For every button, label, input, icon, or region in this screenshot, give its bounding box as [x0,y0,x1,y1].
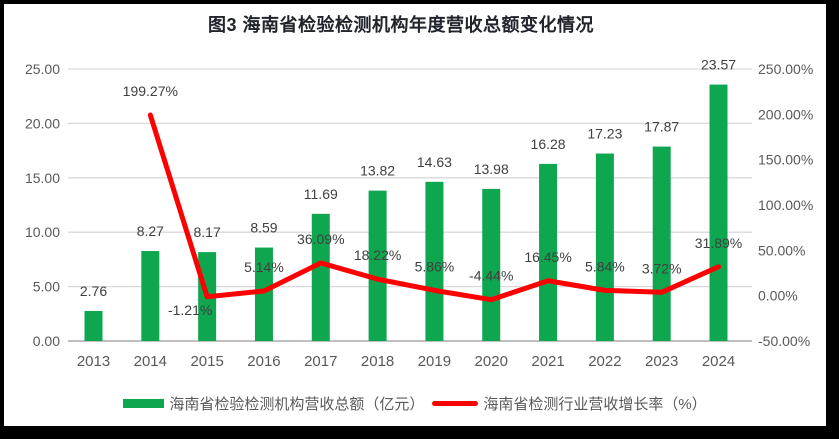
right-axis-tick: 50.00% [758,242,805,258]
left-axis-tick: 0.00 [33,333,60,349]
bar-2022 [595,153,614,341]
year-label-2016: 2016 [247,353,280,370]
bar-label-2013: 2.76 [80,283,107,299]
pct-label-2019: 5.86% [415,258,455,274]
bar-label-2017: 11.69 [304,186,338,202]
bar-2021 [539,163,558,341]
bar-2024 [709,84,728,341]
year-label-2020: 2020 [475,353,508,370]
bar-label-2021: 16.28 [531,136,566,152]
bar-2013 [84,310,103,341]
pct-label-2022: 5.84% [585,258,625,274]
year-label-2015: 2015 [190,353,223,370]
year-label-2022: 2022 [588,353,621,370]
left-axis-tick: 25.00 [25,61,60,77]
chart-canvas [4,4,826,426]
left-axis-tick: 20.00 [25,115,60,131]
legend-label-revenue: 海南省检验检测机构营收总额（亿元） [169,395,425,413]
year-label-2019: 2019 [418,353,451,370]
bar-2014 [141,251,160,341]
right-axis-tick: -50.00% [758,333,810,349]
bar-2018 [368,190,387,341]
pct-label-2017: 36.09% [297,231,344,247]
bar-label-2016: 8.59 [250,220,277,236]
right-axis-tick: 0.00% [758,288,798,304]
year-label-2018: 2018 [361,353,394,370]
bar-2017 [311,213,330,341]
gridlines [68,68,752,288]
bar-label-2019: 14.63 [417,154,452,170]
bar-value-labels: 2.76 8.27 8.17 8.59 11.69 13.82 14.63 13.98 16.2… [80,57,736,299]
year-label-2017: 2017 [304,353,337,370]
chart-title: 图3 海南省检验检测机构年度营收总额变化情况 [207,15,594,35]
bar-label-2020: 13.98 [474,161,509,177]
right-axis-tick: 200.00% [758,106,813,122]
year-label-2023: 2023 [645,353,678,370]
growth-line [147,112,722,303]
year-label-2013: 2013 [77,353,110,370]
pct-label-2021: 16.45% [524,249,571,265]
x-axis-labels: 2013 2014 2015 2016 2017 2018 2019 2020 2021 2022… [77,353,735,370]
pct-label-2024: 31.89% [695,235,742,251]
pct-label-2018: 18.22% [354,247,401,263]
bar-2016 [254,247,273,341]
legend-item-revenue: 海南省检验检测机构营收总额（亿元） [123,393,424,414]
legend-label-growth: 海南省检测行业营收增长率（%） [483,395,707,413]
legend-item-growth: 海南省检测行业营收增长率（%） [432,393,707,414]
bar-label-2023: 17.87 [644,119,679,135]
right-axis-ticks: -50.00% 0.00% 50.00% 100.00% 150.00% 200.00% 2… [758,61,813,349]
bar-label-2018: 13.82 [360,163,395,179]
left-axis-tick: 10.00 [25,224,60,240]
right-axis-tick: 100.00% [758,197,813,213]
left-axis-tick: 15.00 [25,170,60,186]
bar-swatch-icon [123,398,165,408]
pct-label-2015: -1.21% [168,302,212,318]
bar-label-2014: 8.27 [137,223,164,239]
bar-2019 [425,181,444,341]
bar-label-2022: 17.23 [587,126,622,142]
bar-2023 [652,146,671,341]
legend: 海南省检验检测机构营收总额（亿元） 海南省检测行业营收增长率（%） [4,392,826,414]
bar-label-2015: 8.17 [194,224,221,240]
left-axis-ticks: 0.00 5.00 10.00 15.00 20.00 25.00 [25,61,60,349]
line-value-labels: 199.27% -1.21% 5.14% 36.09% 18.22% 5.86% -4.44… [123,83,743,318]
right-axis-tick: 250.00% [758,61,813,77]
right-axis-tick: 150.00% [758,152,813,168]
bar-2020 [482,188,501,341]
left-axis-tick: 5.00 [33,279,60,295]
pct-label-2020: -4.44% [469,268,513,284]
pct-label-2016: 5.14% [244,259,284,275]
year-label-2024: 2024 [702,353,735,370]
year-label-2021: 2021 [531,353,564,370]
pct-label-2014: 199.27% [123,83,178,99]
line-swatch-icon [432,400,479,406]
bar-label-2024: 23.57 [701,57,736,73]
pct-label-2023: 3.72% [642,260,682,276]
year-label-2014: 2014 [134,353,167,370]
